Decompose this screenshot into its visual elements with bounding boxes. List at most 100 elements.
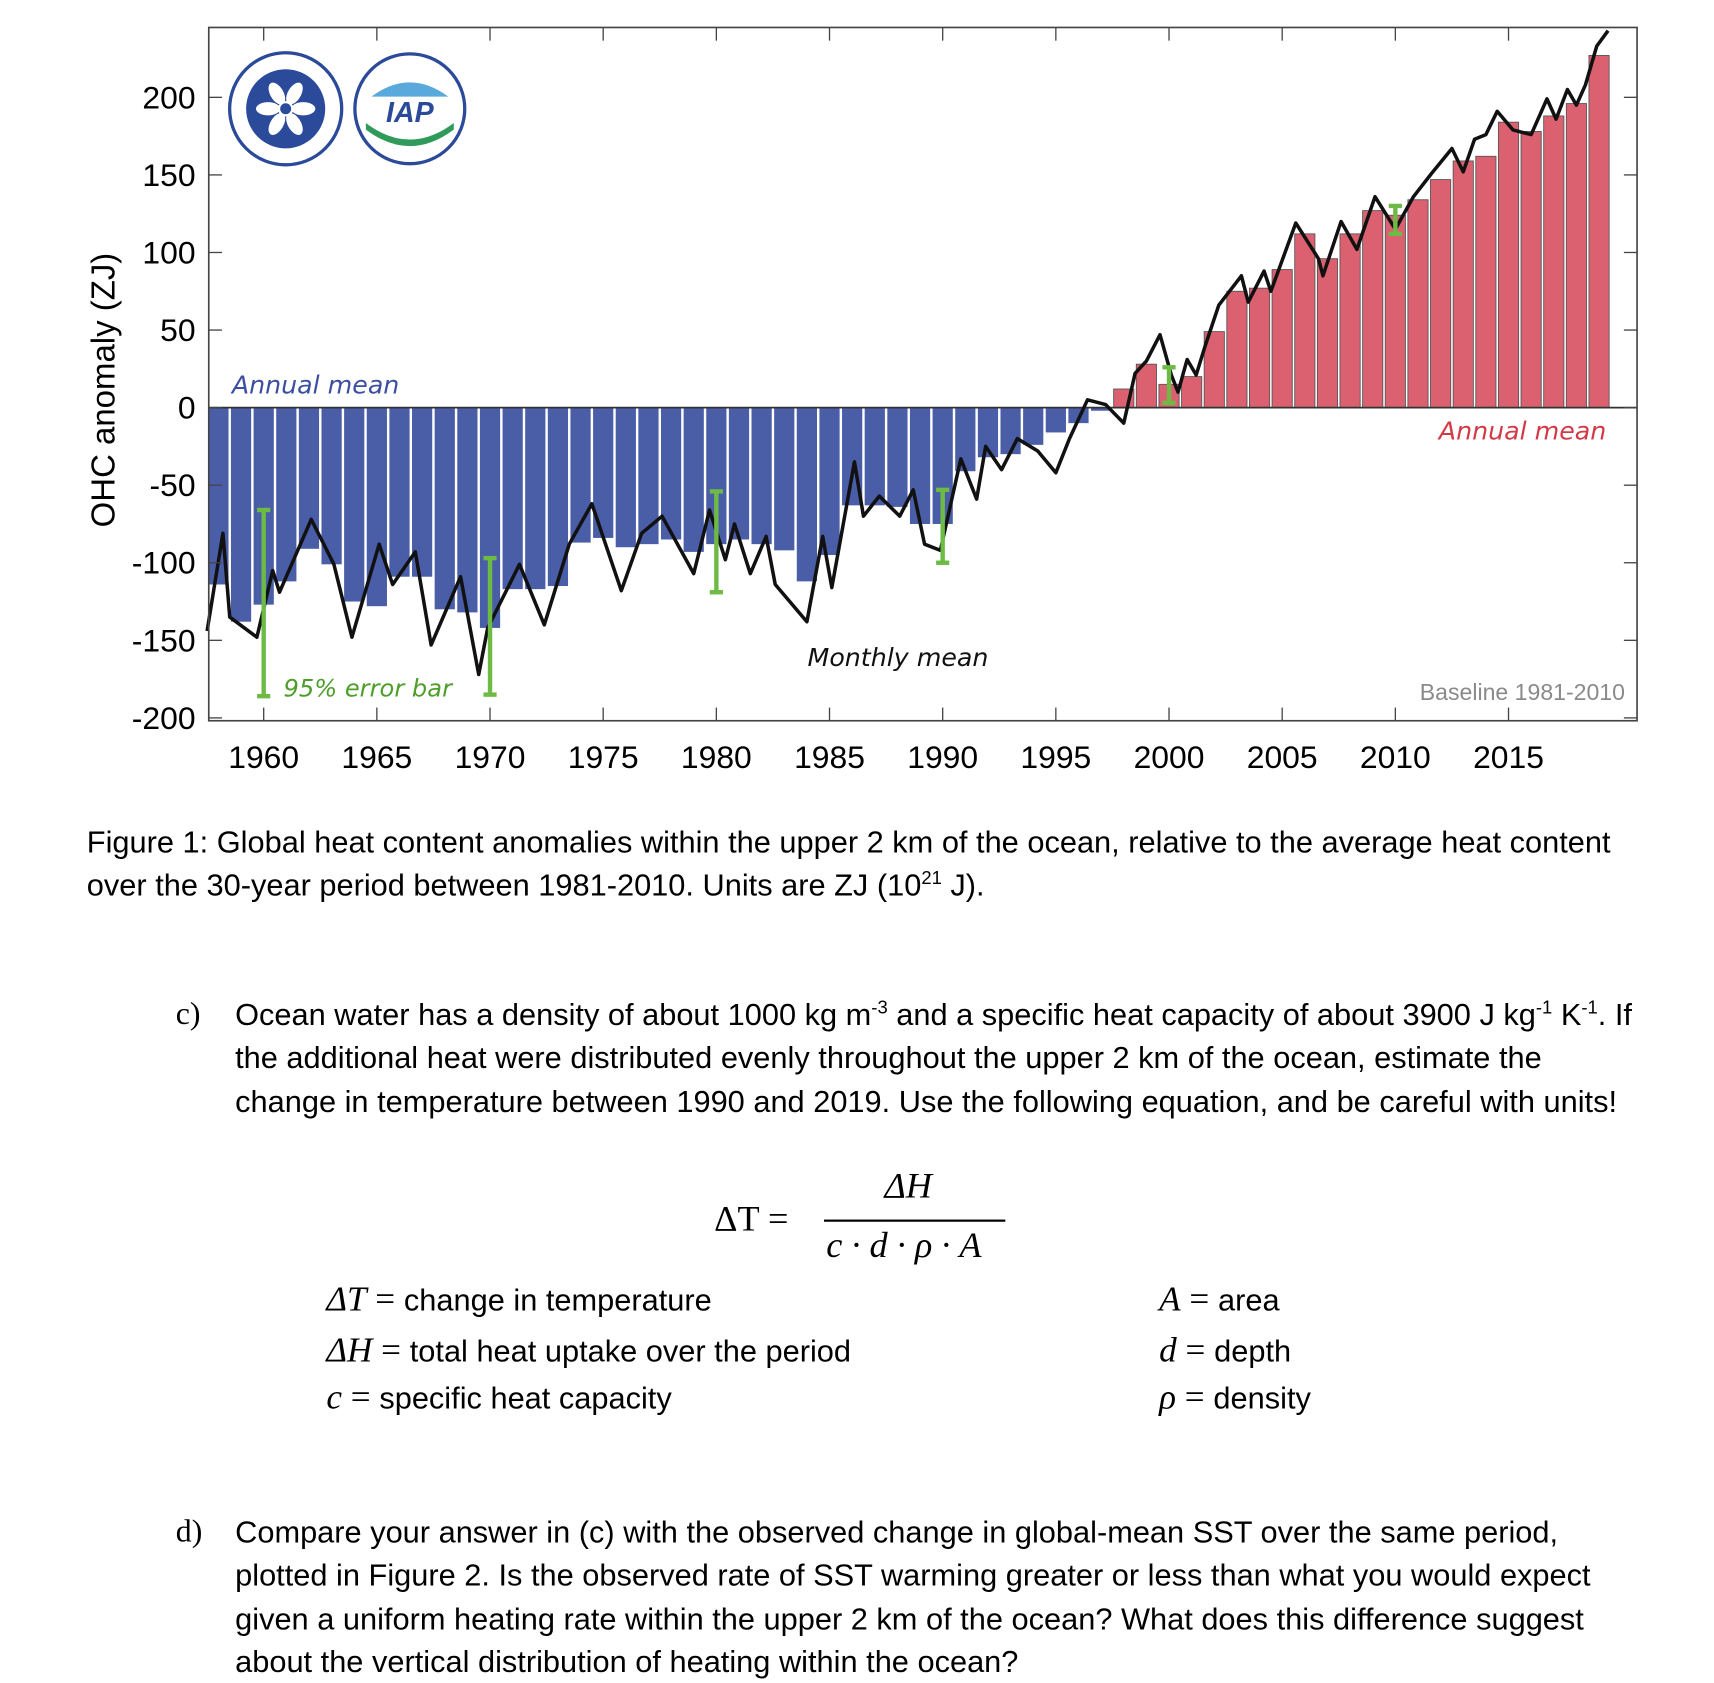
question-d: d) Compare your answer in (c) with the o… <box>176 1511 1648 1683</box>
annual-mean-bar <box>1091 407 1112 411</box>
definition-c: c = specific heat capacity <box>326 1377 671 1418</box>
x-tick-label: 1965 <box>341 739 412 775</box>
def-equals: = <box>1184 1376 1205 1417</box>
annual-mean-bar <box>1475 155 1497 409</box>
annual-mean-bar <box>276 407 297 582</box>
x-tick-label: 1985 <box>794 739 865 775</box>
x-tick-label: 2000 <box>1134 739 1205 775</box>
annual-mean-bar <box>298 407 320 549</box>
annual-mean-bar <box>1045 407 1066 433</box>
annual-mean-bar <box>1271 269 1293 409</box>
annual-mean-bar <box>593 407 614 538</box>
annual-mean-bar <box>1430 179 1452 409</box>
cas-logo-petal <box>268 113 286 135</box>
question-c-label: c) <box>175 996 201 1032</box>
question-d-text: Compare your answer in (c) with the obse… <box>235 1515 1591 1679</box>
y-tick-label: 100 <box>142 234 195 270</box>
annual-mean-bar <box>1339 233 1361 409</box>
definition-d: d = depth <box>1159 1329 1291 1370</box>
annual-mean-label-negative: Annual mean <box>230 370 400 399</box>
annual-mean-bar <box>638 407 659 545</box>
y-tick-label: -100 <box>132 545 196 581</box>
error-bar-label: 95% error bar <box>283 675 454 703</box>
def-equals: = <box>381 1329 401 1369</box>
qc-sup-2: -1 <box>1535 997 1553 1019</box>
y-tick-label: 150 <box>142 157 195 193</box>
annual-mean-bar <box>1543 115 1565 409</box>
y-tick-label: -150 <box>132 622 196 658</box>
annual-mean-bar <box>253 407 274 605</box>
annual-mean-bar <box>955 407 976 472</box>
annual-mean-bar <box>389 407 410 577</box>
cas-logo-petal <box>268 82 286 105</box>
plot-frame <box>207 26 1638 722</box>
def-desc: specific heat capacity <box>379 1381 672 1416</box>
caption-text: Figure 1: Global heat content anomalies … <box>86 825 1611 902</box>
def-equals: = <box>1185 1329 1206 1369</box>
annual-mean-bar <box>434 407 455 610</box>
annual-mean-bar <box>479 407 501 628</box>
cas-logo-petal <box>286 82 303 105</box>
annual-mean-bar <box>1565 103 1587 409</box>
annual-mean-bar <box>864 407 885 506</box>
annual-mean-bar <box>683 407 704 552</box>
annual-mean-bar <box>570 407 591 543</box>
definition-A: A = area <box>1159 1279 1279 1320</box>
x-tick-label: 1960 <box>228 739 299 775</box>
baseline-label: Baseline 1981-2010 <box>1420 679 1625 705</box>
x-tick-label: 2005 <box>1247 739 1318 775</box>
annual-mean-bar <box>1000 407 1021 455</box>
annual-mean-bar <box>1362 210 1384 409</box>
y-tick-label: 0 <box>178 390 196 426</box>
cas-logo-petal <box>255 102 281 116</box>
annual-mean-bar <box>457 407 478 613</box>
ohc-chart: 200 150 100 50 0 -50 -100 -150 -200 1960 1965 1970 1… <box>84 26 1638 775</box>
figure-caption: Figure 1: Global heat content anomalies … <box>87 822 1647 907</box>
annual-mean-bar <box>796 407 817 582</box>
annual-mean-bar <box>1497 121 1520 409</box>
annual-mean-bar <box>751 407 772 545</box>
caption-text-end: J). <box>941 867 985 902</box>
annual-mean-bar <box>1023 407 1044 445</box>
equation-lhs: ΔT = <box>714 1199 789 1240</box>
annual-mean-bar <box>1384 214 1406 409</box>
annual-mean-bar <box>1226 290 1248 409</box>
def-desc: density <box>1213 1381 1311 1416</box>
annual-mean-bar <box>344 407 365 602</box>
def-desc: depth <box>1214 1333 1292 1368</box>
qc-text-2: and a specific heat capacity of about 39… <box>887 997 1536 1032</box>
qc-sup-1: -3 <box>871 997 888 1019</box>
y-tick-label: 200 <box>142 79 195 115</box>
annual-mean-bar <box>1407 199 1429 409</box>
annual-mean-bar <box>1452 160 1474 409</box>
annual-mean-bar <box>932 407 953 524</box>
definition-dH: ΔH = total heat uptake over the period <box>326 1329 851 1370</box>
def-symbol: ΔT <box>326 1278 367 1319</box>
def-desc: change in temperature <box>403 1283 712 1318</box>
annual-mean-bar <box>1316 258 1338 409</box>
annual-mean-bar <box>819 407 840 555</box>
caption-superscript: 21 <box>921 867 942 888</box>
question-c: c) Ocean water has a density of about 10… <box>176 993 1648 1123</box>
def-equals: = <box>1189 1278 1210 1319</box>
annual-mean-bar <box>230 407 252 622</box>
qc-text-4: . If the additional heat were distribute… <box>235 997 1632 1119</box>
monthly-mean-line <box>205 29 1610 677</box>
def-equals: = <box>375 1278 396 1319</box>
iap-logo-text: IAP <box>386 97 435 129</box>
definition-rho: ρ = density <box>1159 1377 1311 1418</box>
qc-text-3: K <box>1552 997 1582 1032</box>
x-tick-label: 2010 <box>1360 739 1431 775</box>
annual-mean-bar <box>525 407 546 590</box>
annual-mean-bar <box>1294 233 1316 409</box>
fraction-bar <box>824 1219 1006 1222</box>
iap-logo-sky <box>371 82 449 97</box>
y-tick-label: -50 <box>150 467 196 503</box>
equation-numerator: ΔH <box>884 1166 932 1207</box>
cas-logo-petal <box>291 102 316 116</box>
y-axis-label: OHC anomaly (ZJ) <box>84 253 121 528</box>
annual-mean-bar <box>774 407 795 551</box>
x-tick-label: 1990 <box>907 739 978 775</box>
monthly-mean-label: Monthly mean <box>808 643 989 672</box>
cas-logo-petal <box>286 113 303 135</box>
